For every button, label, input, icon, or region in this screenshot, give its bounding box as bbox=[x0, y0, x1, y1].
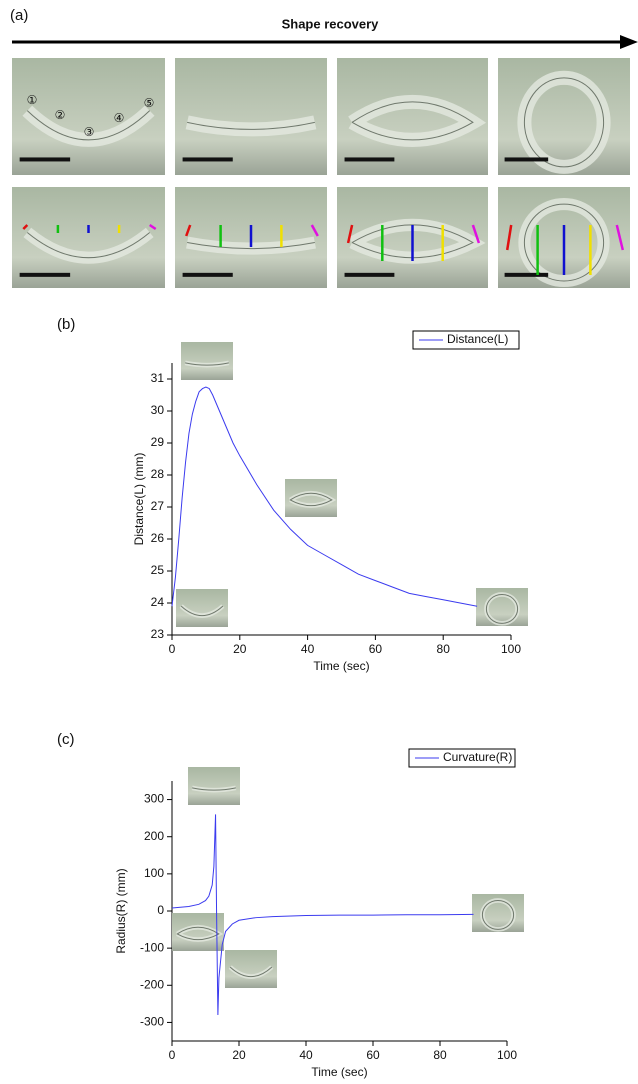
photo bbox=[188, 767, 240, 805]
x-tick-label: 60 bbox=[366, 1048, 380, 1062]
track bbox=[505, 224, 513, 251]
panel-label: (b) bbox=[57, 316, 75, 333]
x-tick-label: 80 bbox=[433, 1048, 447, 1062]
marker: ② bbox=[55, 108, 66, 122]
y-tick-label: 31 bbox=[151, 371, 165, 385]
x-tick-label: 40 bbox=[299, 1048, 313, 1062]
track bbox=[615, 224, 625, 251]
photo bbox=[181, 342, 233, 380]
specimen-edge bbox=[192, 787, 236, 791]
y-tick-label: 30 bbox=[151, 403, 165, 417]
y-tick-label: -300 bbox=[140, 1015, 164, 1029]
y-tick-label: -100 bbox=[140, 940, 164, 954]
y-tick-label: 100 bbox=[144, 866, 164, 880]
scale-bar bbox=[19, 157, 71, 162]
specimen-edge bbox=[185, 362, 229, 366]
track bbox=[22, 224, 29, 230]
marker: ③ bbox=[84, 125, 95, 139]
x-tick-label: 80 bbox=[437, 642, 451, 656]
y-tick-label: 300 bbox=[144, 792, 164, 806]
arrow-head bbox=[620, 35, 638, 49]
y-tick-label: -200 bbox=[140, 977, 164, 991]
scale-bar bbox=[182, 157, 233, 162]
y-tick-label: 27 bbox=[151, 499, 165, 513]
track bbox=[310, 224, 319, 237]
arrow-label: Shape recovery bbox=[282, 16, 380, 31]
specimen-edge bbox=[187, 121, 315, 130]
legend-box bbox=[412, 330, 520, 350]
x-tick-label: 40 bbox=[301, 642, 315, 656]
marker: ⑤ bbox=[144, 96, 155, 110]
y-tick-label: 26 bbox=[151, 531, 165, 545]
x-tick-label: 100 bbox=[501, 642, 521, 656]
specimen-edge bbox=[351, 101, 474, 141]
marker: ④ bbox=[114, 111, 125, 125]
track bbox=[346, 224, 354, 244]
panel-label: (c) bbox=[57, 731, 75, 748]
specimen-edge bbox=[176, 926, 220, 941]
scale-bar bbox=[19, 272, 71, 277]
marker: ① bbox=[27, 93, 38, 107]
legend-label: Distance(L) bbox=[447, 332, 508, 346]
x-tick-label: 60 bbox=[369, 642, 383, 656]
line-series bbox=[171, 814, 474, 1016]
y-tick-label: 23 bbox=[151, 627, 165, 641]
x-tick-label: 0 bbox=[169, 642, 176, 656]
scale-bar bbox=[344, 272, 395, 277]
specimen-edge bbox=[26, 232, 151, 259]
y-tick-label: 28 bbox=[151, 467, 165, 481]
y-tick-label: 24 bbox=[151, 595, 165, 609]
specimen-edge bbox=[26, 110, 151, 141]
x-tick-label: 20 bbox=[232, 1048, 246, 1062]
photo bbox=[175, 58, 327, 175]
line-series bbox=[171, 386, 478, 607]
legend-box bbox=[408, 748, 516, 768]
track bbox=[185, 224, 192, 237]
y-tick-label: 29 bbox=[151, 435, 165, 449]
specimen-edge bbox=[485, 594, 519, 624]
specimen-edge bbox=[187, 242, 315, 250]
track bbox=[149, 223, 157, 231]
scale-bar bbox=[344, 157, 395, 162]
y-axis-label: Radius(R) (mm) bbox=[114, 868, 128, 953]
x-tick-label: 20 bbox=[233, 642, 247, 656]
y-tick-label: 0 bbox=[157, 903, 164, 917]
y-tick-label: 25 bbox=[151, 563, 165, 577]
scale-bar bbox=[182, 272, 233, 277]
x-tick-label: 0 bbox=[169, 1048, 176, 1062]
scale-bar bbox=[504, 157, 549, 162]
scale-bar bbox=[504, 272, 549, 277]
photo-grid bbox=[12, 58, 630, 288]
specimen-edge bbox=[229, 966, 273, 978]
track bbox=[471, 224, 481, 244]
specimen-edge bbox=[180, 605, 224, 617]
x-tick-label: 100 bbox=[497, 1048, 517, 1062]
y-tick-label: 200 bbox=[144, 829, 164, 843]
x-axis-label: Time (sec) bbox=[311, 1065, 367, 1079]
specimen-edge bbox=[481, 900, 515, 930]
x-axis-label: Time (sec) bbox=[313, 659, 369, 673]
legend-label: Curvature(R) bbox=[443, 750, 512, 764]
y-axis-label: Distance(L) (mm) bbox=[132, 453, 146, 546]
panel-label: (a) bbox=[10, 7, 28, 24]
specimen-edge bbox=[351, 224, 474, 259]
specimen-edge bbox=[289, 492, 333, 507]
